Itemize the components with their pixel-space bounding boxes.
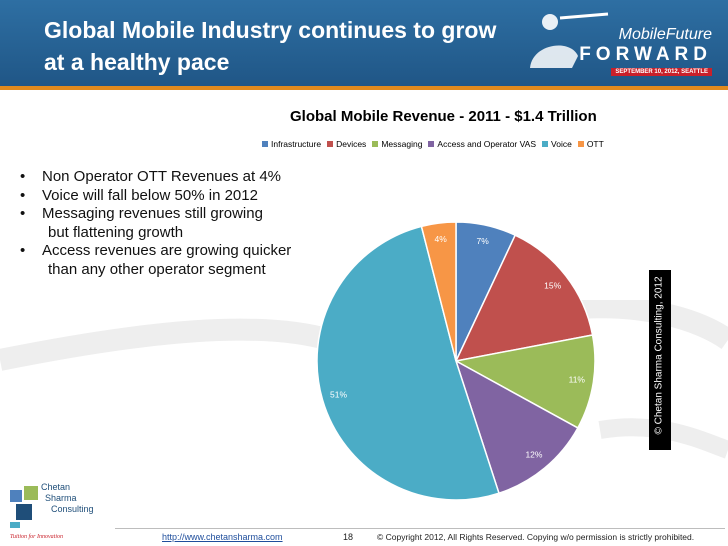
pie-data-label: 51%	[330, 389, 347, 399]
pie-slice-voice	[316, 225, 500, 501]
legend-swatch	[262, 141, 268, 147]
footer-divider	[115, 528, 725, 529]
legend-label: Messaging	[381, 139, 423, 149]
bullet-dot: •	[20, 186, 26, 204]
logo-person-icon	[530, 12, 609, 68]
bullet-text: Access revenues are growing quicker	[42, 242, 292, 259]
header-rule	[0, 86, 728, 90]
bullet-text: than any other operator segment	[48, 260, 266, 278]
legend-swatch	[372, 141, 379, 147]
bullet-list: • Non Operator OTT Revenues at 4% • Voice w…	[20, 168, 291, 279]
pie-slice-access-and-operator-vas	[454, 359, 579, 495]
bullet-text: but flattening growth	[48, 223, 184, 241]
legend-item: Messaging	[372, 139, 422, 149]
bullet-continuation: but flattening growth	[20, 224, 291, 243]
legend-label: Access and Operator VAS	[437, 139, 537, 149]
legend-label: Infrastructure	[271, 139, 322, 149]
bullet-dot: •	[20, 242, 26, 259]
company-name: Chetan Sharma Consulting	[41, 482, 94, 515]
legend-swatch	[428, 141, 435, 147]
side-copyright-text: © Chetan Sharma Consulting, 2012	[653, 276, 665, 435]
bullet-item: • Access revenues are growing quicker	[20, 242, 291, 261]
company-logo-icon	[10, 486, 38, 528]
legend-swatch	[542, 141, 549, 147]
pie-slice-devices	[454, 234, 594, 363]
bullet-text: Voice will fall below 50% in 2012	[42, 186, 258, 204]
logo-date: SEPTEMBER 10, 2012, SEATTLE	[611, 68, 712, 76]
bullet-item: • Non Operator OTT Revenues at 4%	[20, 168, 291, 187]
legend-item: Devices	[327, 139, 366, 149]
bullet-item: • Messaging revenues still growing	[20, 205, 291, 224]
bullet-dot: •	[20, 168, 26, 185]
pie-data-label: 12%	[525, 449, 542, 459]
legend-item: OTT	[577, 139, 604, 149]
chart-title: Global Mobile Revenue - 2011 - $1.4 Tril…	[290, 108, 597, 125]
mobile-future-forward-logo: MobileFuture FORWARD SEPTEMBER 10, 2012,…	[520, 8, 720, 80]
company-tagline: Tuition for Innovation	[10, 534, 64, 540]
legend-item: Voice	[542, 139, 572, 149]
bullet-item: • Voice will fall below 50% in 2012	[20, 187, 291, 206]
legend-label: Devices	[336, 139, 367, 149]
footer-company-logo: Chetan Sharma Consulting Tuition for Inn…	[6, 482, 106, 542]
slide-title: Global Mobile Industry continues to grow…	[44, 17, 497, 75]
legend-swatch	[577, 141, 584, 147]
company-name-line: Chetan	[41, 482, 71, 492]
company-name-line: Consulting	[51, 504, 94, 514]
legend-item: Access and Operator VAS	[428, 139, 536, 149]
page-number: 18	[343, 532, 354, 542]
logo-name: MobileFuture	[618, 26, 712, 43]
legend-swatch	[327, 141, 334, 147]
chart-legend: Infrastructure Devices Messaging Access and…	[262, 139, 610, 149]
side-copyright-bar: © Chetan Sharma Consulting, 2012	[649, 270, 671, 450]
pie-data-label: 11%	[569, 374, 586, 384]
pie-data-label: 4%	[435, 234, 448, 244]
legend-item: Infrastructure	[262, 139, 321, 149]
logo-forward: FORWARD	[579, 44, 712, 65]
pie-slice-ott	[420, 221, 457, 362]
slide-header: Global Mobile Industry continues to grow…	[0, 0, 728, 90]
pie-slice-messaging	[453, 334, 596, 429]
bullet-text: Messaging revenues still growing	[42, 205, 263, 222]
bullet-continuation: than any other operator segment	[20, 261, 291, 280]
legend-label: Voice	[551, 139, 572, 149]
pie-data-label: 15%	[544, 280, 561, 290]
legend-label: OTT	[586, 139, 604, 149]
footer-url-link[interactable]: http://www.chetansharma.com	[162, 532, 283, 542]
company-name-line: Sharma	[45, 493, 77, 503]
pie-data-label: 7%	[477, 236, 490, 246]
bullet-dot: •	[20, 205, 26, 222]
footer-copyright: © Copyright 2012, All Rights Reserved. C…	[377, 532, 695, 542]
bullet-text: Non Operator OTT Revenues at 4%	[42, 168, 282, 185]
